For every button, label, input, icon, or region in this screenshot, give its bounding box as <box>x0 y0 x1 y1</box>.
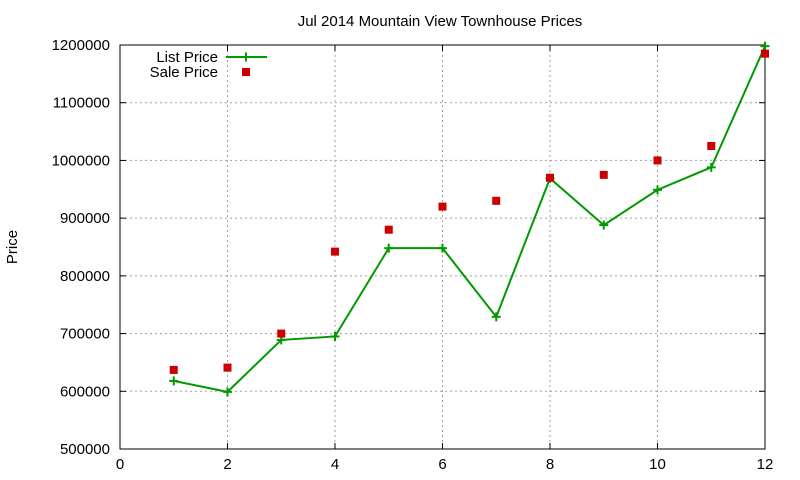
y-tick-label: 500000 <box>60 441 110 458</box>
y-tick-label: 700000 <box>60 326 110 343</box>
sale-price-point <box>384 225 393 234</box>
y-tick-label: 900000 <box>60 210 110 227</box>
list-price-point <box>169 376 179 386</box>
list-price-point <box>330 331 340 341</box>
y-tick-label: 800000 <box>60 268 110 285</box>
sale-price-point <box>761 49 769 58</box>
list-price-point <box>599 220 609 230</box>
sale-price-point <box>169 365 178 374</box>
sale-price-point <box>331 247 339 256</box>
legend-label-list-price: List Price <box>156 49 218 66</box>
list-price-point <box>438 243 447 253</box>
sale-price-point <box>438 202 447 211</box>
list-price-point <box>223 387 232 397</box>
x-tick-label: 10 <box>649 456 666 473</box>
sale-price-point <box>546 173 554 182</box>
sale-price-point <box>653 156 662 165</box>
y-tick-label: 1000000 <box>52 152 110 169</box>
legend: List Price Sale Price <box>150 49 267 81</box>
x-tick-label: 2 <box>223 456 231 473</box>
list-price-point <box>384 243 394 253</box>
sale-price-point <box>223 363 232 372</box>
legend-label-sale-price: Sale Price <box>150 64 218 81</box>
y-axis-label: Price <box>4 230 21 264</box>
sale-price-point <box>707 142 716 150</box>
x-tick-label: 0 <box>116 456 124 473</box>
y-tick-label: 600000 <box>60 383 110 400</box>
sale-price-point <box>277 329 286 338</box>
sale-price-point <box>492 196 501 205</box>
series-layer <box>169 41 770 397</box>
y-tick-label: 1100000 <box>53 95 110 112</box>
list-price-point <box>760 41 770 51</box>
legend-swatches <box>226 52 267 76</box>
list-price-point <box>706 162 716 172</box>
sale-price-point <box>599 170 608 179</box>
legend-marker-list-price <box>241 52 251 62</box>
legend-marker-sale-price <box>242 68 250 76</box>
x-tick-label: 12 <box>757 456 774 473</box>
plot-frame <box>119 44 766 450</box>
x-tick-label: 4 <box>331 456 339 473</box>
x-tick-label: 8 <box>546 456 554 473</box>
chart-title: Jul 2014 Mountain View Townhouse Prices <box>298 13 583 30</box>
list-price-line <box>173 45 766 393</box>
list-price-point <box>491 312 501 322</box>
y-tick-label: 1200000 <box>52 37 110 54</box>
x-tick-label: 6 <box>438 456 446 473</box>
list-price-point <box>653 185 662 195</box>
